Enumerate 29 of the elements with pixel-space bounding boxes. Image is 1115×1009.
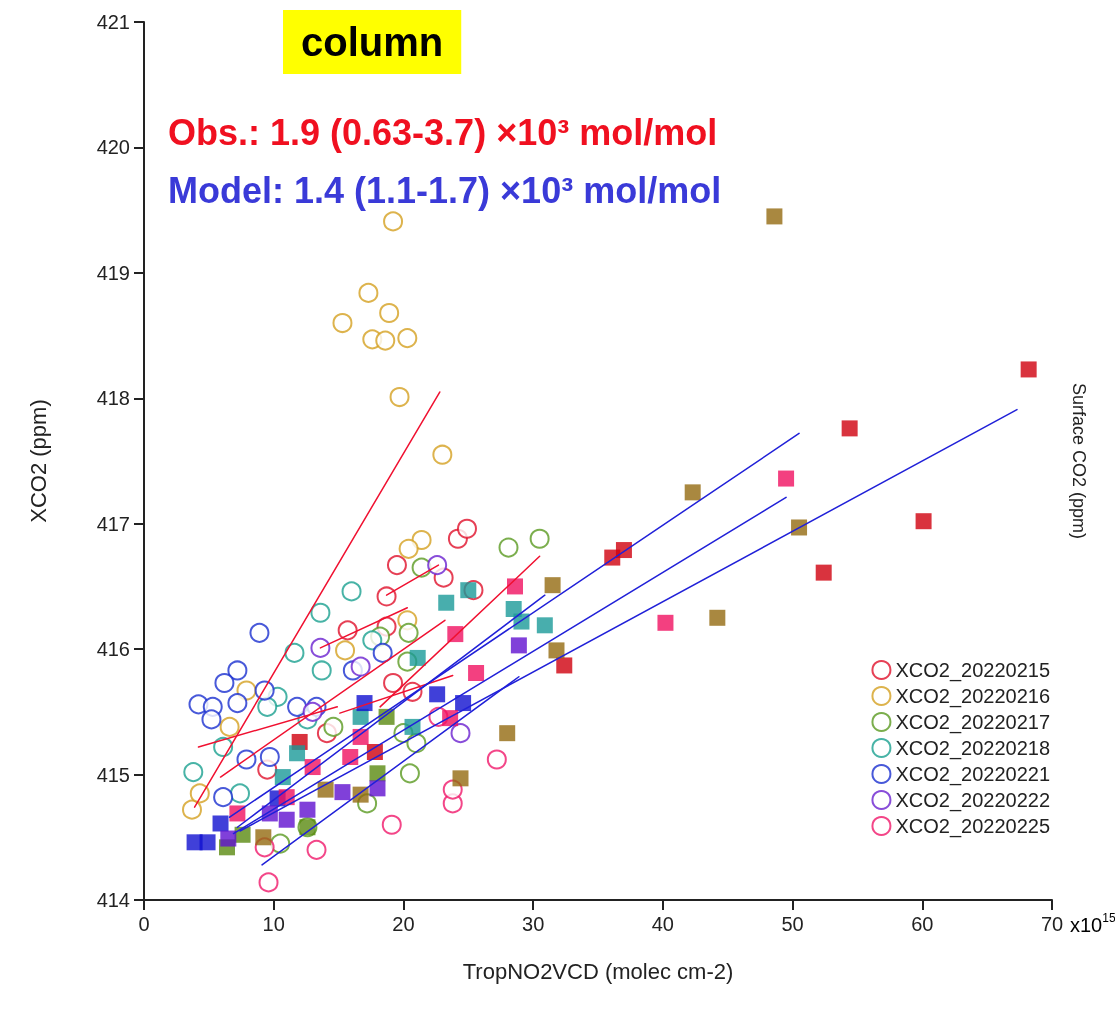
- legend-label: XCO2_20220215: [895, 659, 1051, 682]
- y-axis-title: XCO2 (ppm): [25, 399, 51, 523]
- y-tick-label: 416: [96, 638, 130, 661]
- legend-label: XCO2_20220217: [895, 711, 1051, 734]
- x-tick-label: 40: [651, 913, 674, 935]
- x-tick-label: 0: [138, 913, 150, 935]
- y-tick-label: 414: [96, 889, 130, 911]
- y-tick-label: 419: [96, 261, 130, 284]
- chart-title: column: [301, 20, 444, 64]
- legend-label: XCO2_20220216: [895, 685, 1051, 708]
- legend-label: XCO2_20220222: [895, 789, 1051, 812]
- x-tick-label: 50: [781, 913, 804, 935]
- annotation: Obs.: 1.9 (0.63-3.7) ×10³ mol/mol: [168, 111, 718, 153]
- x-tick-label: 70: [1040, 913, 1064, 935]
- y2-axis-title: Surface CO2 (ppm): [1069, 382, 1089, 540]
- y-tick-label: 418: [96, 387, 130, 410]
- annotation: Model: 1.4 (1.1-1.7) ×10³ mol/mol: [168, 169, 722, 211]
- x-tick-label: 60: [911, 913, 934, 935]
- x-tick-label: 20: [392, 913, 415, 935]
- y-tick-label: 415: [96, 763, 130, 786]
- legend-label: XCO2_20220225: [895, 815, 1051, 838]
- x-axis-title: TropNO2VCD (molec cm-2): [462, 958, 734, 984]
- x-tick-label: 10: [262, 913, 285, 935]
- legend-label: XCO2_20220218: [895, 737, 1051, 760]
- x-tick-label: 30: [522, 913, 545, 935]
- legend-label: XCO2_20220221: [895, 763, 1051, 786]
- y-tick-label: 421: [96, 11, 130, 33]
- y-tick-label: 417: [96, 512, 130, 535]
- y-tick-label: 420: [96, 136, 130, 159]
